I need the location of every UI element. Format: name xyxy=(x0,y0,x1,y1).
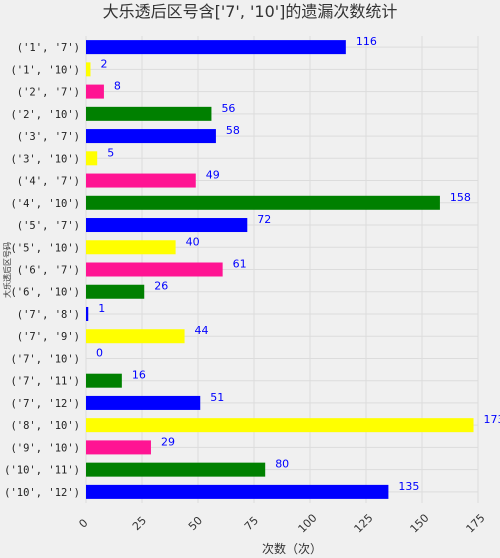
y-tick-label: ('6', '10') xyxy=(10,287,80,299)
x-tick-label: 175 xyxy=(464,512,488,536)
bar xyxy=(86,329,185,344)
y-tick-label: ('7', '12') xyxy=(10,398,80,410)
data-label: 16 xyxy=(132,369,146,382)
data-label: 116 xyxy=(356,35,377,48)
bar xyxy=(86,62,91,77)
data-label: 0 xyxy=(96,346,103,359)
data-label: 80 xyxy=(275,458,289,471)
y-tick-label: ('3', '10') xyxy=(10,153,80,165)
bar xyxy=(86,240,176,255)
y-tick-label: ('7', '11') xyxy=(10,376,80,388)
data-label: 61 xyxy=(233,258,247,271)
bar xyxy=(86,284,145,299)
data-label: 173 xyxy=(484,413,500,426)
y-axis-ticks: ('1', '7') ('1', '10') ('2', '7') ('2', '10… xyxy=(4,42,80,499)
data-label: 2 xyxy=(100,57,107,70)
x-tick-label: 50 xyxy=(186,514,205,533)
data-label: 51 xyxy=(210,391,224,404)
bar xyxy=(86,262,223,277)
y-tick-label: ('5', '10') xyxy=(10,242,80,254)
data-labels: 116 28 56 58 5 49 158 72 40 61 26 1 44 0 16 51 173 29 80 13… xyxy=(96,35,500,493)
y-tick-label: ('4', '10') xyxy=(10,198,80,210)
x-axis-label: 次数（次） xyxy=(262,541,322,556)
bar xyxy=(86,306,89,321)
y-tick-label: ('9', '10') xyxy=(10,442,80,454)
data-label: 158 xyxy=(450,191,471,204)
y-tick-label: ('10', '11') xyxy=(4,465,80,477)
y-tick-label: ('4', '7') xyxy=(17,176,80,188)
bar xyxy=(86,129,216,144)
y-tick-label: ('1', '7') xyxy=(17,42,80,54)
data-label: 5 xyxy=(107,146,114,159)
x-tick-label: 100 xyxy=(296,512,320,536)
data-label: 72 xyxy=(257,213,271,226)
bar xyxy=(86,440,151,455)
bar xyxy=(86,106,212,121)
bar xyxy=(86,195,440,210)
data-label: 58 xyxy=(226,124,240,137)
x-axis-ticks: 0 25 50 75 100 125 150 175 xyxy=(76,512,487,536)
data-label: 49 xyxy=(206,169,220,182)
x-tick-label: 150 xyxy=(408,512,432,536)
bar xyxy=(86,40,346,55)
data-label: 1 xyxy=(98,302,105,315)
data-label: 56 xyxy=(221,102,235,115)
bar xyxy=(86,84,104,99)
y-tick-label: ('2', '7') xyxy=(17,87,80,99)
y-tick-label: ('7', '8') xyxy=(17,309,80,321)
bar xyxy=(86,373,122,388)
data-label: 44 xyxy=(195,324,209,337)
y-tick-label: ('3', '7') xyxy=(17,131,80,143)
x-tick-label: 75 xyxy=(242,514,261,533)
y-axis-label: 大乐透后区号码 xyxy=(2,242,12,298)
bar xyxy=(86,173,196,188)
data-label: 8 xyxy=(114,80,121,93)
chart-title: 大乐透后区号含['7', '10']的遗漏次数统计 xyxy=(103,2,398,21)
y-tick-label: ('8', '10') xyxy=(10,420,80,432)
data-label: 135 xyxy=(398,480,419,493)
bar xyxy=(86,395,201,410)
y-tick-label: ('5', '7') xyxy=(17,220,80,232)
y-tick-label: ('1', '10') xyxy=(10,64,80,76)
data-label: 40 xyxy=(186,235,200,248)
bar xyxy=(86,151,98,166)
bar xyxy=(86,418,474,433)
bar xyxy=(86,218,248,233)
y-tick-label: ('10', '12') xyxy=(4,487,80,499)
y-tick-label: ('6', '7') xyxy=(17,265,80,277)
y-tick-label: ('7', '10') xyxy=(10,353,80,365)
y-tick-label: ('2', '10') xyxy=(10,109,80,121)
x-tick-label: 125 xyxy=(352,512,376,536)
bar xyxy=(86,462,266,477)
bar xyxy=(86,484,389,499)
bars xyxy=(86,40,474,499)
data-label: 26 xyxy=(154,280,168,293)
x-tick-label: 0 xyxy=(76,516,90,530)
x-tick-label: 25 xyxy=(130,514,149,533)
y-tick-label: ('7', '9') xyxy=(17,331,80,343)
data-label: 29 xyxy=(161,435,175,448)
